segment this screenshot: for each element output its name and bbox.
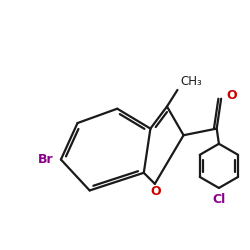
Text: O: O xyxy=(150,185,161,198)
Text: Br: Br xyxy=(38,153,53,166)
Text: Cl: Cl xyxy=(212,193,226,206)
Text: CH₃: CH₃ xyxy=(180,75,202,88)
Text: O: O xyxy=(226,90,237,102)
